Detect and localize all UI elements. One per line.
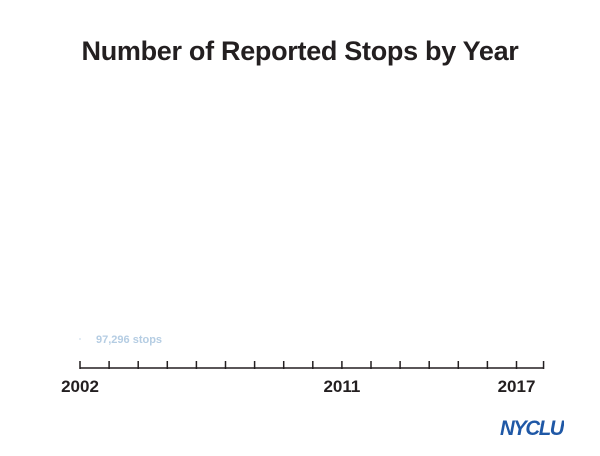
svg-text:NYCLU: NYCLU xyxy=(500,417,564,438)
x-tick-label-2017: 2017 xyxy=(498,377,536,396)
chart-title: Number of Reported Stops by Year xyxy=(81,36,519,66)
data-label-2002: 97,296 stops xyxy=(96,334,162,346)
x-axis-ticks xyxy=(79,361,545,369)
bar-2002 xyxy=(79,338,81,340)
data-marks: 97,296 stops xyxy=(79,334,162,346)
x-axis-tick-labels: 2002 2011 2017 xyxy=(61,377,535,396)
nyclu-logo: NYCLU xyxy=(500,416,567,440)
x-tick-label-2011: 2011 xyxy=(323,377,360,396)
x-tick-label-2002: 2002 xyxy=(61,377,99,396)
